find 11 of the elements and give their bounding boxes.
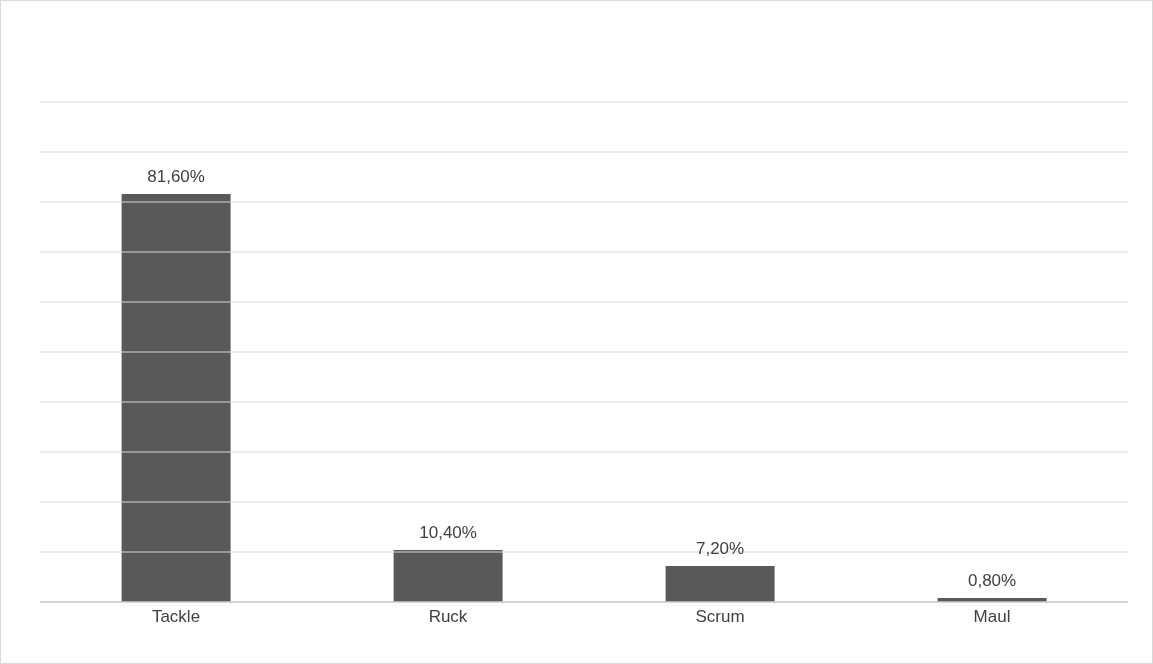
data-label: 0,80% xyxy=(968,571,1017,590)
bar xyxy=(665,566,775,602)
x-tick-label: Tackle xyxy=(151,607,201,627)
x-tick-label: Ruck xyxy=(428,607,468,627)
data-label: 81,60% xyxy=(147,167,205,186)
bar xyxy=(121,194,231,602)
data-label: 10,40% xyxy=(419,523,477,542)
bar xyxy=(393,550,503,602)
data-label: 7,20% xyxy=(696,539,745,558)
x-tick-label: Maul xyxy=(973,607,1011,627)
x-tick-label: Scrum xyxy=(695,607,745,627)
